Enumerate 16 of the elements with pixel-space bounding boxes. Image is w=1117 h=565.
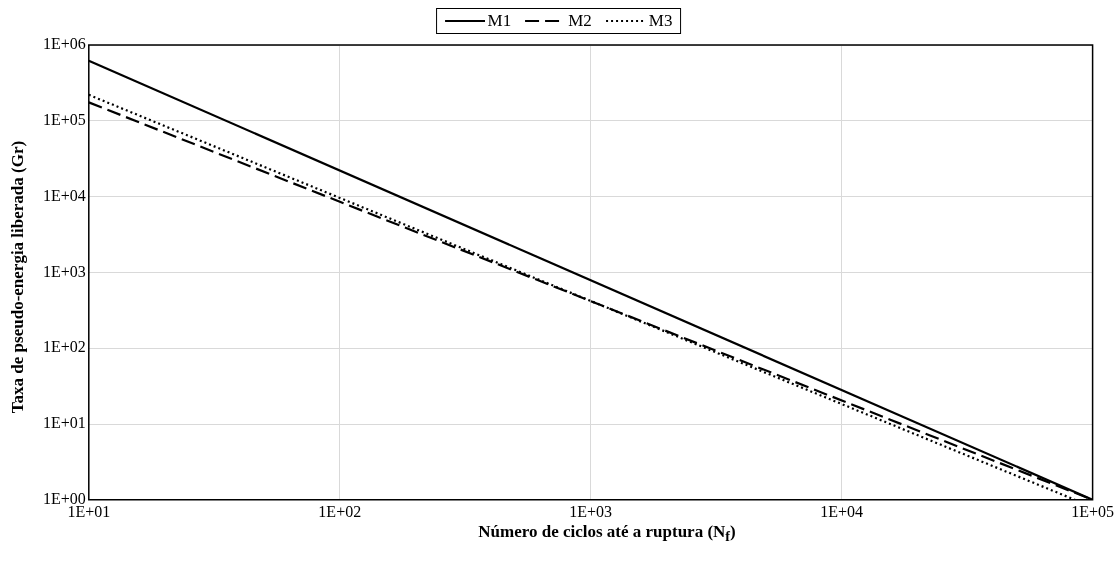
y-tick-label: 1E+06: [43, 35, 86, 53]
legend-label: M1: [487, 11, 512, 31]
legend-label: M2: [568, 11, 592, 31]
y-tick-label: 1E+01: [43, 414, 86, 432]
x-tick-label: 1E+05: [1071, 502, 1114, 520]
y-tick-label: 1E+05: [43, 111, 86, 128]
y-tick-label: 1E+03: [43, 262, 86, 280]
y-axis-title: Taxa de pseudo-energia liberada (Gr): [8, 140, 28, 414]
y-tick-label: 1E+04: [43, 186, 86, 204]
x-tick-label: 1E+02: [318, 502, 362, 520]
x-axis-title: Número de ciclos até a ruptura (N$_{f}$): [477, 522, 737, 546]
x-tick-label: 1E+03: [569, 502, 613, 520]
x-tick-label: 1E+04: [820, 502, 864, 520]
y-tick-label: 1E+02: [43, 338, 86, 356]
y-tick-label: 1E+00: [43, 490, 86, 507]
legend-label: M3: [648, 11, 673, 31]
